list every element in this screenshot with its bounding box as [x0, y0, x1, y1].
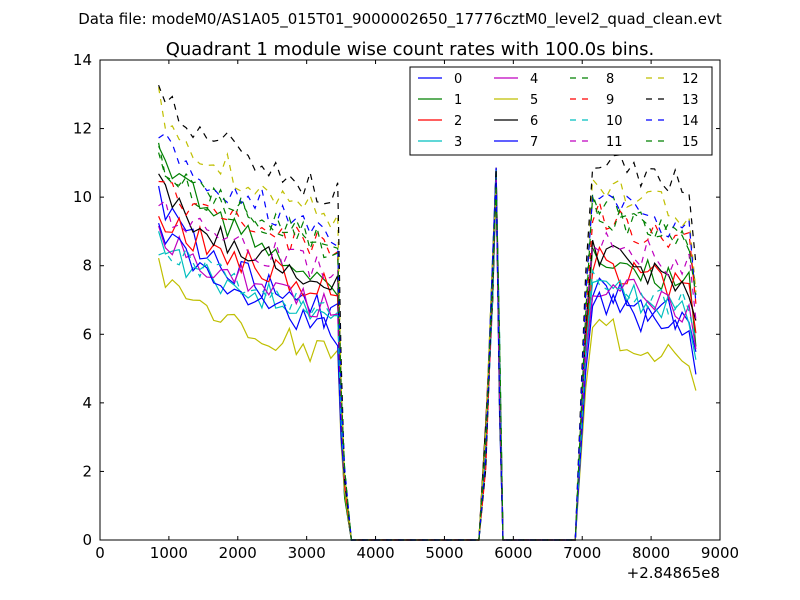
- y-tick-label-10: 10: [73, 188, 92, 206]
- axis-ticks: 0 1000 2000 3000 4000 5000 6000 7000 8000 9000 0 2 4…: [73, 51, 739, 562]
- legend-label-3: 3: [454, 135, 462, 150]
- legend-label-13: 13: [682, 93, 699, 108]
- legend-label-2: 2: [454, 114, 462, 129]
- x-tick-label-2000: 2000: [219, 544, 257, 562]
- y-tick-label-6: 6: [82, 325, 92, 343]
- legend-label-10: 10: [606, 114, 623, 129]
- y-tick-label-12: 12: [73, 120, 92, 138]
- x-tick-label-8000: 8000: [632, 544, 670, 562]
- legend-label-4: 4: [530, 72, 538, 87]
- legend-label-1: 1: [454, 93, 462, 108]
- x-tick-label-5000: 5000: [425, 544, 463, 562]
- x-tick-label-9000: 9000: [701, 544, 739, 562]
- plot-frame: [99, 59, 721, 541]
- series-line-11: [158, 179, 697, 541]
- x-tick-label-4000: 4000: [356, 544, 394, 562]
- series-line-5: [158, 172, 697, 541]
- legend-label-0: 0: [454, 72, 462, 87]
- legend-label-14: 14: [682, 114, 699, 129]
- series-line-2: [158, 171, 697, 541]
- legend-label-11: 11: [606, 135, 623, 150]
- legend-label-8: 8: [606, 72, 614, 87]
- series-line-8: [158, 152, 697, 541]
- series-line-9: [158, 180, 697, 541]
- series-line-15: [158, 142, 697, 541]
- x-tick-label-0: 0: [95, 544, 105, 562]
- legend-box: [409, 66, 713, 156]
- legend-label-7: 7: [530, 135, 538, 150]
- y-tick-label-0: 0: [82, 531, 92, 549]
- y-tick-label-14: 14: [73, 51, 92, 69]
- legend-label-6: 6: [530, 114, 538, 129]
- legend-label-5: 5: [530, 93, 538, 108]
- x-tick-label-1000: 1000: [150, 544, 188, 562]
- x-tick-label-6000: 6000: [494, 544, 532, 562]
- y-tick-label-2: 2: [82, 462, 92, 480]
- series-line-14: [158, 132, 697, 541]
- y-tick-label-8: 8: [82, 257, 92, 275]
- chart-title: Quadrant 1 module wise count rates with …: [166, 39, 655, 60]
- supertitle: Data file: modeM0/AS1A05_015T01_90000026…: [78, 10, 722, 29]
- legend-label-9: 9: [606, 93, 614, 108]
- series-line-1: [158, 145, 697, 541]
- y-tick-label-4: 4: [82, 394, 92, 412]
- x-tick-label-3000: 3000: [288, 544, 326, 562]
- x-tick-label-7000: 7000: [563, 544, 601, 562]
- legend-label-15: 15: [682, 135, 699, 150]
- legend-label-12: 12: [682, 72, 699, 87]
- x-offset-label: +2.84865e8: [627, 564, 720, 582]
